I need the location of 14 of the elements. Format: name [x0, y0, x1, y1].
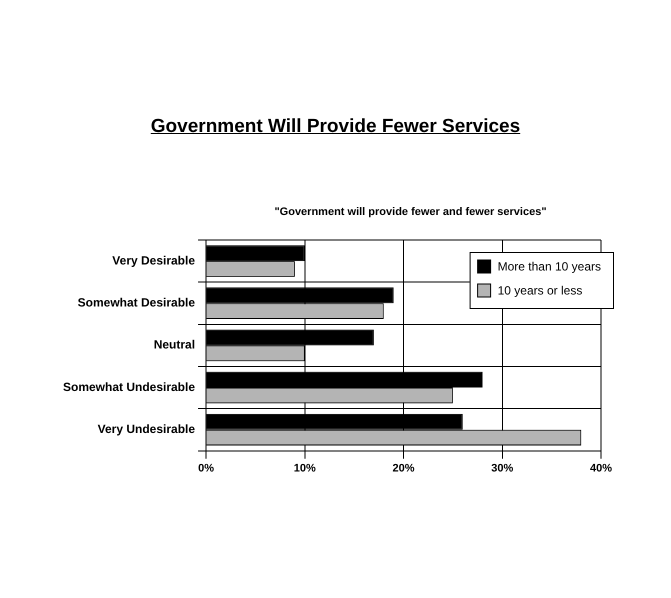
- x-tick-label: 30%: [491, 462, 514, 474]
- x-tick-label: 40%: [590, 462, 612, 474]
- chart-subtitle: "Government will provide fewer and fewer services": [273, 206, 548, 218]
- y-tick-label: Neutral: [154, 338, 196, 352]
- y-tick-label: Somewhat Undesirable: [62, 380, 196, 394]
- x-tick-label: 20%: [392, 462, 415, 474]
- x-tick-label: 10%: [294, 462, 316, 474]
- legend-label: More than 10 years: [498, 259, 601, 274]
- chart-title: Government Will Provide Fewer Services: [150, 116, 522, 138]
- y-tick-label: Very Desirable: [112, 253, 196, 268]
- legend-label: 10 years or less: [498, 283, 582, 298]
- x-tick-label: 0%: [198, 462, 214, 474]
- y-tick-label: Very Undesirable: [98, 422, 196, 436]
- y-tick-label: Somewhat Desirable: [78, 296, 196, 310]
